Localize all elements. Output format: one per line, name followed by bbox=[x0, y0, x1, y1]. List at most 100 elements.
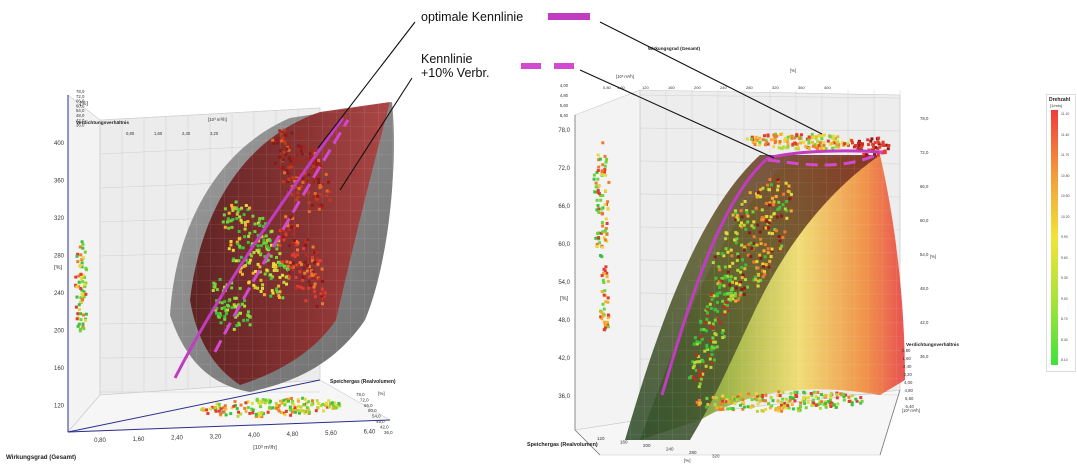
left-floor-point bbox=[260, 415, 264, 419]
left-point bbox=[289, 215, 293, 219]
right-scatter-points bbox=[592, 132, 891, 413]
right-point bbox=[756, 284, 760, 288]
left-wall-point bbox=[82, 295, 86, 299]
left-point bbox=[220, 301, 224, 305]
right-point bbox=[708, 354, 711, 358]
right-point bbox=[767, 188, 771, 192]
left-point bbox=[278, 264, 282, 267]
left-point bbox=[313, 192, 317, 195]
left-y-tick: 320 bbox=[54, 216, 65, 222]
left-point bbox=[259, 278, 263, 282]
right-point bbox=[777, 235, 781, 238]
left-point bbox=[241, 302, 244, 306]
right-depth-tick: 2,40 bbox=[903, 364, 912, 369]
right-top-tick: 1,60 bbox=[617, 85, 626, 90]
right-floor-point bbox=[842, 395, 846, 399]
left-floor-point bbox=[277, 404, 281, 407]
left-point bbox=[223, 285, 226, 289]
left-point bbox=[294, 276, 298, 279]
left-point bbox=[323, 291, 327, 295]
right-point bbox=[757, 143, 761, 147]
left-point bbox=[282, 128, 286, 132]
left-point bbox=[271, 291, 275, 295]
right-wall-point bbox=[600, 207, 604, 211]
left-point bbox=[231, 248, 235, 252]
right-point bbox=[789, 192, 793, 196]
left-point bbox=[280, 139, 284, 143]
right-point bbox=[841, 141, 845, 145]
right-point bbox=[733, 238, 737, 242]
right-point bbox=[774, 195, 778, 198]
right-floor-point bbox=[819, 393, 823, 396]
right-point bbox=[757, 273, 760, 277]
left-point bbox=[257, 248, 261, 252]
left-y-unit: [%] bbox=[80, 101, 88, 107]
right-wall-point bbox=[599, 315, 603, 319]
left-wall-point bbox=[84, 266, 88, 270]
left-floor-point bbox=[276, 407, 280, 411]
left-point bbox=[317, 203, 321, 207]
right-floor-point bbox=[747, 392, 751, 396]
right-x-tick: 200 bbox=[643, 443, 651, 448]
left-point bbox=[319, 164, 323, 168]
left-point bbox=[279, 132, 283, 136]
left-z-tick: 54,0 bbox=[76, 108, 85, 113]
right-floor-point bbox=[836, 402, 840, 406]
left-point bbox=[232, 327, 236, 331]
right-point bbox=[882, 144, 886, 147]
right-point bbox=[698, 382, 702, 386]
left-wall-point bbox=[78, 329, 82, 333]
right-point bbox=[743, 286, 747, 290]
right-point bbox=[743, 267, 747, 271]
left-point bbox=[242, 318, 246, 322]
left-floor-point bbox=[293, 406, 297, 409]
left-wall-point bbox=[84, 292, 88, 296]
left-point bbox=[303, 271, 307, 275]
left-point bbox=[244, 223, 247, 227]
left-floor-point bbox=[217, 402, 221, 406]
right-wall-point bbox=[596, 169, 600, 172]
right-wall-point bbox=[601, 230, 605, 234]
right-point bbox=[759, 279, 762, 282]
left-floor-point bbox=[254, 412, 258, 416]
right-depth-unit: [10³ m³/h] bbox=[902, 408, 920, 413]
left-point bbox=[226, 308, 230, 312]
right-wall-point bbox=[602, 328, 606, 332]
right-floor-point bbox=[782, 404, 786, 408]
right-floor-point bbox=[741, 398, 745, 402]
right-floor-point bbox=[776, 394, 780, 397]
left-point bbox=[225, 220, 229, 224]
right-point bbox=[864, 153, 868, 157]
right-floor-point bbox=[756, 402, 760, 406]
right-wall-point bbox=[597, 236, 600, 240]
right-point bbox=[769, 183, 773, 187]
left-point bbox=[258, 217, 262, 221]
right-point bbox=[790, 134, 794, 138]
left-point bbox=[291, 261, 295, 265]
left-point bbox=[269, 276, 273, 280]
left-z-tick-floor: 42,0 bbox=[380, 424, 389, 429]
right-point bbox=[775, 215, 779, 219]
left-wall-point bbox=[81, 325, 85, 329]
right-floor-point bbox=[760, 395, 764, 399]
right-point bbox=[708, 302, 712, 306]
right-point bbox=[761, 186, 765, 190]
right-floor-point bbox=[832, 403, 836, 407]
left-point bbox=[230, 286, 234, 290]
left-floor-point bbox=[250, 407, 254, 411]
right-point bbox=[729, 275, 733, 279]
right-point bbox=[718, 268, 722, 272]
right-wall-point bbox=[604, 300, 608, 304]
left-point bbox=[319, 292, 323, 296]
right-floor-point bbox=[762, 399, 766, 403]
right-floor-point bbox=[770, 404, 774, 408]
right-point bbox=[740, 276, 744, 280]
right-wall-point bbox=[603, 238, 607, 242]
right-point bbox=[740, 266, 744, 269]
right-point bbox=[695, 353, 698, 357]
right-point bbox=[706, 311, 709, 315]
left-point bbox=[260, 235, 263, 239]
right-point bbox=[738, 293, 742, 297]
left-point bbox=[311, 195, 315, 199]
left-point bbox=[261, 235, 265, 239]
